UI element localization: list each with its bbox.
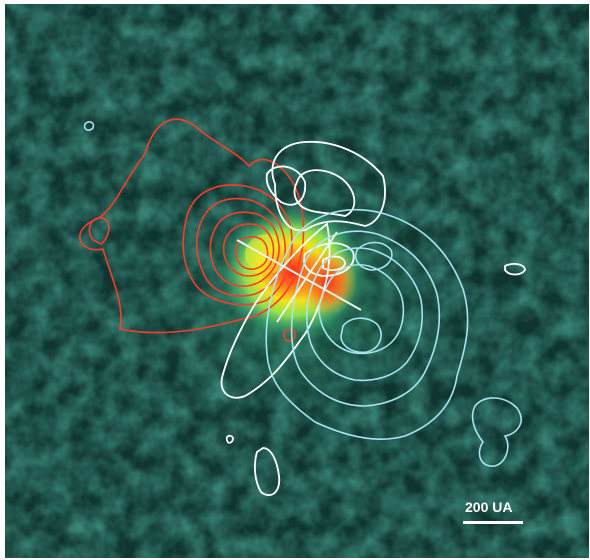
axis-lines: [236, 231, 362, 323]
image-canvas: 200 UA: [5, 4, 589, 558]
scale-bar-line: [463, 521, 523, 524]
cyan-contours: [83, 121, 522, 467]
disk-axis-line: [276, 231, 338, 323]
red-contours: [79, 118, 305, 342]
outflow-axis-line: [236, 239, 362, 311]
astronomical-image: 200 UA: [5, 4, 589, 558]
scale-bar: 200 UA: [463, 499, 523, 524]
scale-bar-label: 200 UA: [465, 499, 512, 515]
